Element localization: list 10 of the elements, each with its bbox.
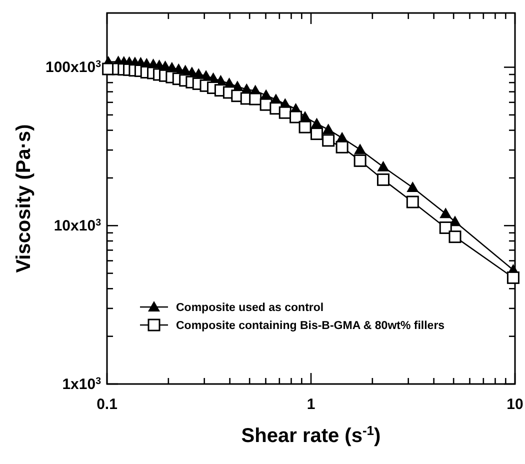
legend-label: Composite containing Bis-B-GMA & 80wt% fillers [176,320,445,332]
y-axis-title: Viscosity (Pa·s) [13,124,35,273]
x-axis-title: Shear rate (s$^{-1}$) [241,422,381,447]
y-tick-label: 10x10$^{3}$ [54,217,102,235]
x-tick-label: 10 [506,396,524,413]
x-tick-label: 1 [306,396,316,413]
x-tick-label: 0.1 [96,396,118,413]
y-tick-label: 100x10$^{3}$ [46,58,102,76]
legend-label: Composite used as control [176,302,324,314]
y-tick-label: 1x10$^{3}$ [62,376,102,393]
